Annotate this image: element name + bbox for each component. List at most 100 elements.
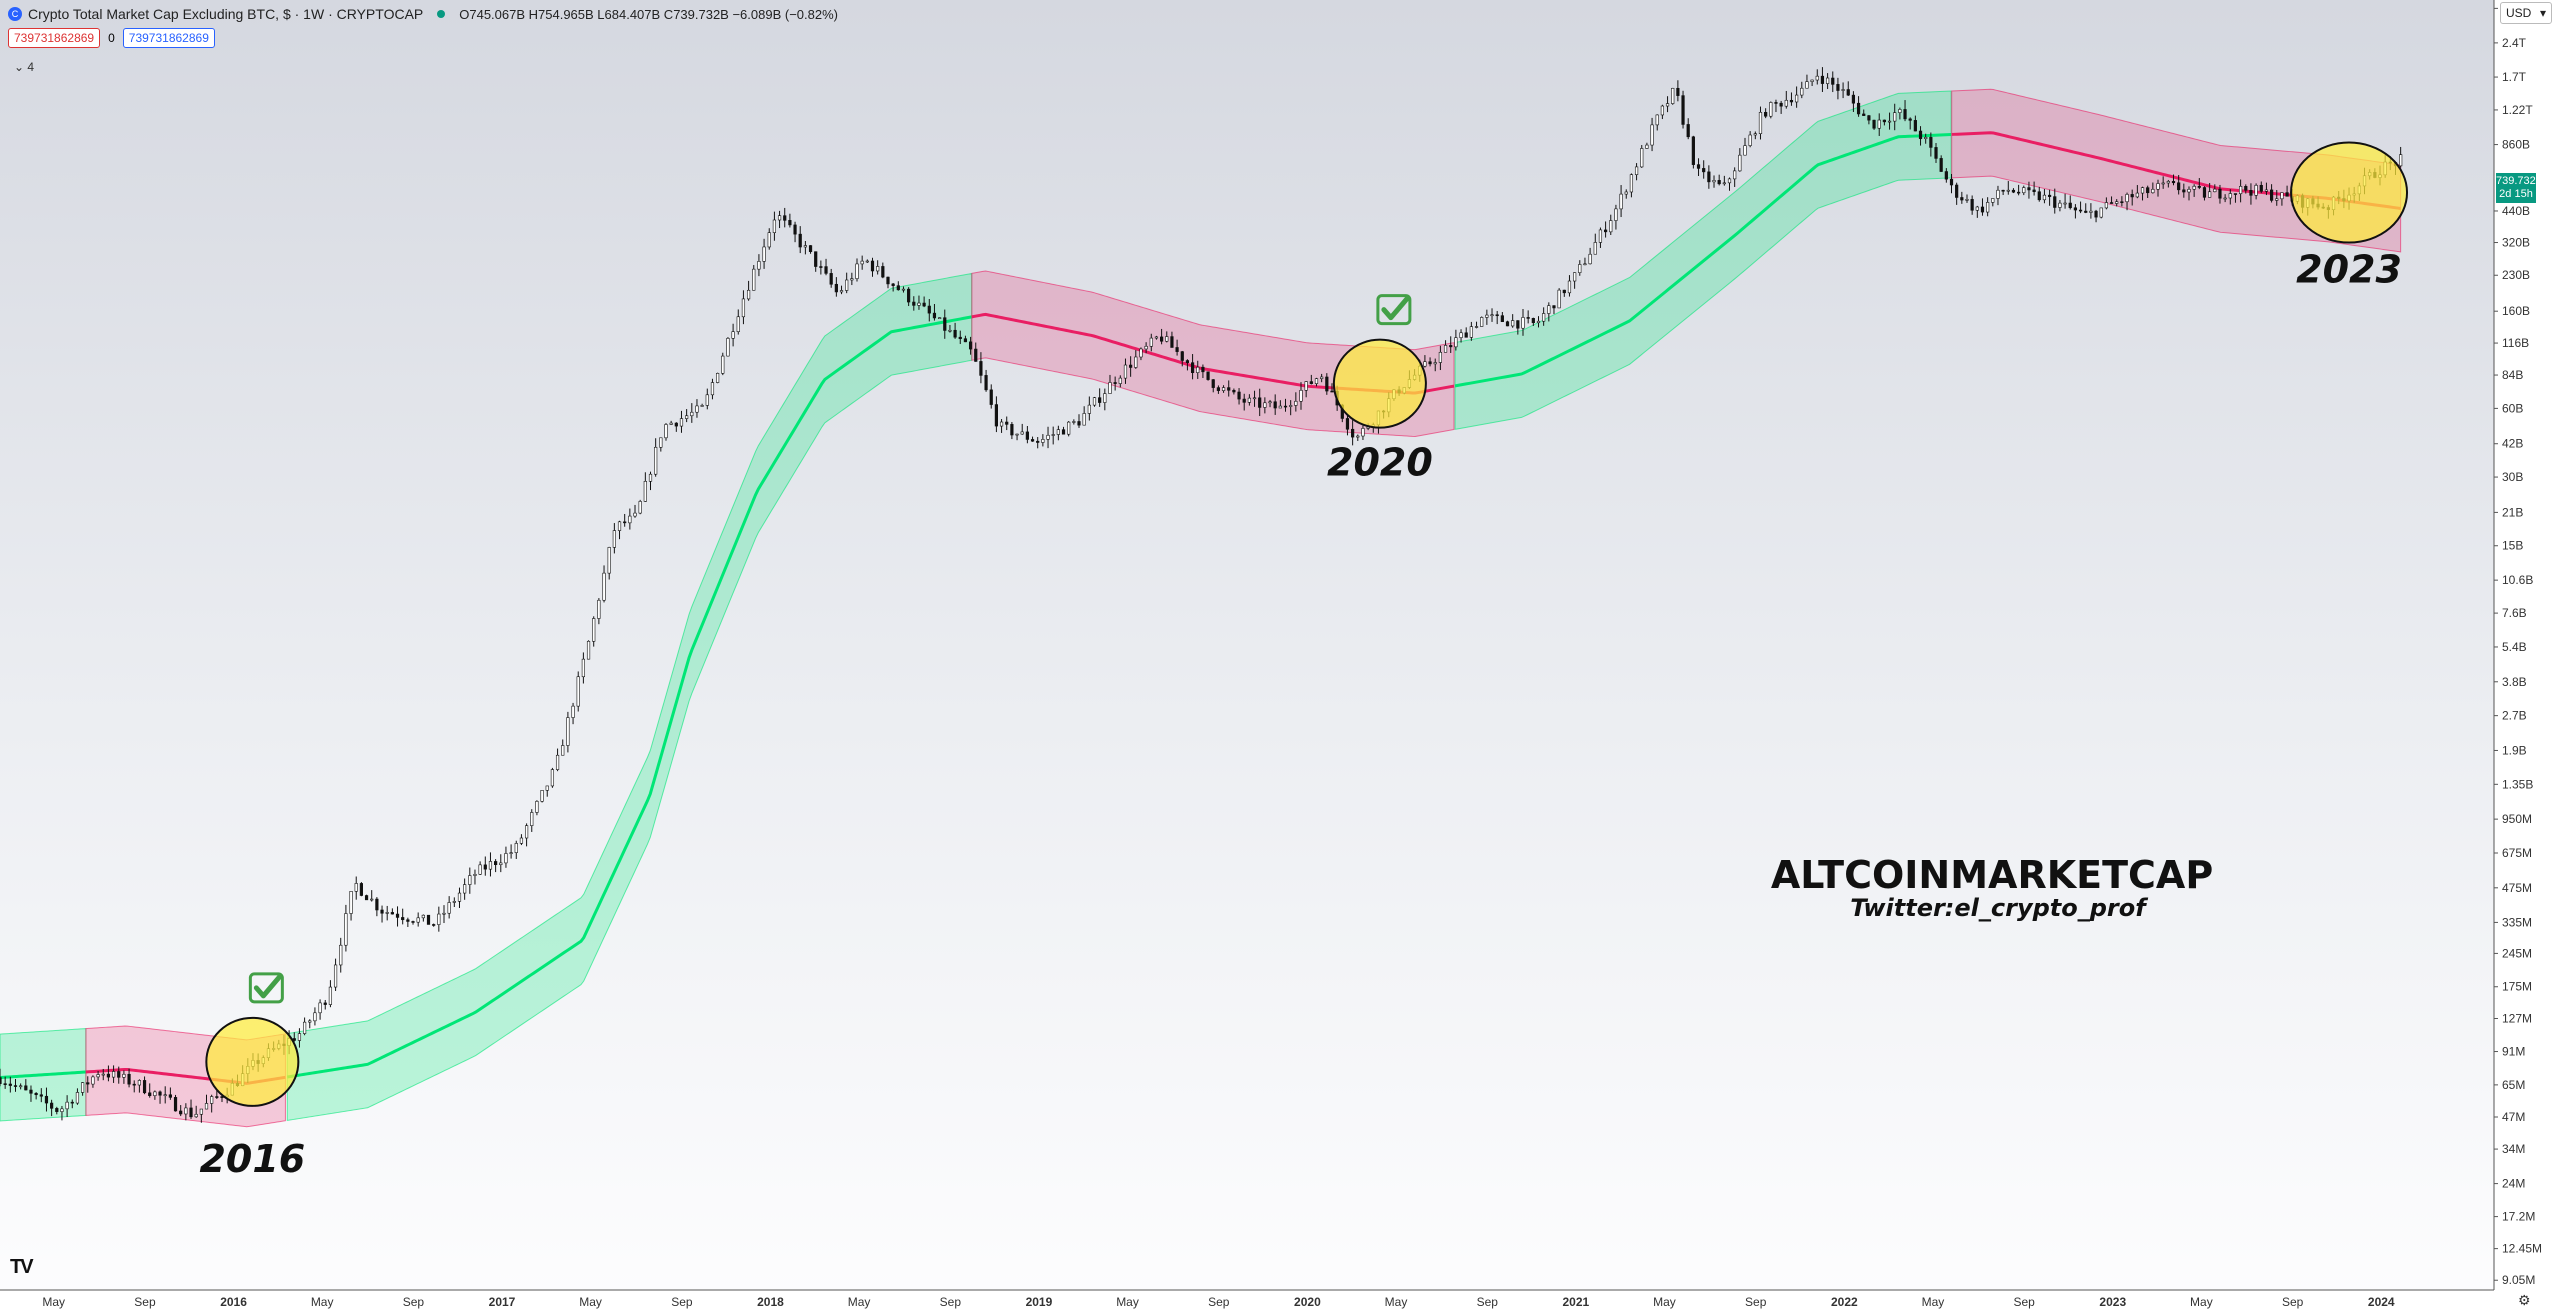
candle-body (1934, 147, 1938, 159)
candle-body (1459, 332, 1463, 338)
y-tick-label: 860B (2502, 138, 2530, 152)
candle-body (137, 1080, 141, 1086)
candle-body (736, 316, 740, 332)
x-tick-label: Sep (1745, 1295, 1767, 1309)
candle-body (1634, 166, 1639, 175)
candle-body (1960, 197, 1964, 201)
candle-body (2058, 202, 2062, 208)
candle-body (2006, 189, 2010, 192)
candle-body (1665, 103, 1670, 107)
candle-body (2063, 202, 2067, 205)
candle-body (2254, 184, 2258, 196)
candle-body (1800, 87, 1804, 96)
buy-price-box[interactable]: 739731862869 (122, 28, 215, 48)
candle-body (685, 415, 689, 419)
candle-body (1996, 189, 2000, 199)
candle-body (2239, 186, 2243, 195)
settings-icon[interactable]: ⚙ (2518, 1292, 2531, 1308)
candle-body (75, 1092, 80, 1104)
y-tick-label: 230B (2502, 268, 2530, 282)
candle-body (767, 232, 771, 248)
candle-body (938, 317, 942, 320)
indicators-toggle[interactable]: ⌄ 4 (14, 60, 34, 74)
y-tick-label: 7.6B (2502, 606, 2527, 620)
candle-body (772, 219, 777, 233)
candle-body (2078, 209, 2083, 212)
candle-body (1552, 305, 1556, 309)
candle-body (1211, 379, 1215, 388)
symbol-title[interactable]: Crypto Total Market Cap Excluding BTC, $… (28, 6, 424, 22)
x-tick-label: 2021 (1563, 1295, 1590, 1309)
candle-body (674, 422, 678, 427)
candle-body (555, 754, 560, 770)
candle-body (204, 1103, 209, 1110)
candle-body (612, 530, 616, 548)
market-status-icon (437, 10, 446, 18)
candle-body (70, 1101, 74, 1104)
highlight-circle (1332, 338, 1427, 429)
candle-body (1139, 348, 1143, 358)
candle-body (1877, 119, 1881, 129)
x-tick-label: 2019 (1026, 1295, 1053, 1309)
candle-body (1733, 170, 1737, 180)
candle-body (2156, 183, 2160, 190)
x-tick-label: May (1116, 1295, 1139, 1309)
candle-body (1722, 182, 1726, 185)
candle-body (380, 909, 384, 914)
tradingview-logo-icon[interactable]: TV (10, 1256, 34, 1278)
candle-body (29, 1089, 33, 1094)
candle-body (1609, 220, 1613, 233)
candle-body (101, 1073, 105, 1076)
candle-body (457, 892, 462, 902)
candle-body (2022, 187, 2026, 194)
candle-body (948, 329, 952, 332)
candle-body (731, 331, 735, 339)
candle-body (1485, 314, 1489, 318)
candle-body (19, 1085, 23, 1088)
y-tick-label: 335M (2502, 915, 2532, 929)
candle-body (473, 873, 477, 876)
candle-body (1882, 119, 1886, 123)
chart-header: C Crypto Total Market Cap Excluding BTC,… (8, 4, 838, 24)
candle-body (607, 547, 611, 574)
candle-body (984, 375, 988, 391)
candle-body (1583, 263, 1587, 266)
candle-body (1020, 431, 1024, 435)
candle-body (1598, 229, 1603, 243)
candle-body (504, 853, 508, 864)
candle-body (1015, 433, 1019, 436)
y-tick-label: 1.9B (2502, 743, 2527, 757)
candle-body (39, 1094, 43, 1097)
x-tick-label: Sep (403, 1295, 425, 1309)
candle-body (215, 1096, 219, 1098)
candle-body (1304, 381, 1308, 391)
candle-body (1361, 428, 1365, 437)
candle-body (1345, 418, 1350, 430)
candle-body (664, 424, 668, 439)
candle-body (199, 1108, 203, 1115)
candle-body (1500, 315, 1504, 323)
candle-body (2166, 181, 2170, 184)
candle-body (344, 913, 348, 946)
currency-select[interactable]: USD ▾ (2500, 2, 2552, 24)
candle-body (1351, 428, 1355, 438)
candle-body (581, 658, 585, 678)
candle-body (2280, 192, 2284, 200)
x-tick-label: May (579, 1295, 602, 1309)
candle-body (163, 1094, 167, 1097)
sell-price-box[interactable]: 739731862869 (8, 28, 101, 48)
bull-trend-line (1454, 132, 1952, 388)
y-tick-label: 2.4T (2502, 36, 2527, 50)
candle-body (2094, 210, 2098, 218)
candle-body (2161, 182, 2165, 185)
candle-body (318, 1002, 322, 1014)
y-tick-label: 5.4B (2502, 640, 2527, 654)
candle-body (1825, 77, 1830, 84)
candle-body (798, 233, 802, 248)
ohlc-readout: O745.067B H754.965B L684.407B C739.732B … (459, 6, 838, 22)
candle-body (1005, 421, 1009, 425)
candle-body (1686, 124, 1690, 138)
y-tick-label: 15B (2502, 539, 2523, 553)
candle-body (1082, 413, 1086, 426)
